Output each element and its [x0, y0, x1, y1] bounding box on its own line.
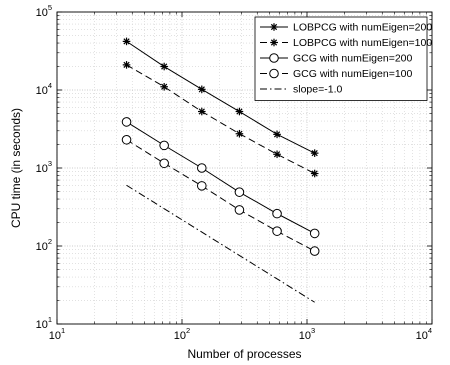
series-line [126, 121, 315, 234]
circle-marker [309, 246, 320, 256]
series-line [126, 40, 315, 154]
series-3 [121, 117, 320, 239]
series-line [126, 139, 315, 252]
asterisk-marker [160, 82, 168, 91]
asterisk-marker [270, 38, 278, 47]
circle-marker [196, 163, 207, 173]
circle-marker [269, 53, 279, 63]
asterisk-marker [273, 130, 281, 139]
legend-entry: LOBPCG with numEigen=200 [260, 22, 432, 34]
asterisk-marker [197, 107, 206, 116]
legend-entry: slope=-1.0 [260, 84, 342, 96]
axes [56, 11, 433, 325]
tick-labels: 101 102 103 104 101 102 103 104 105 [36, 3, 432, 342]
asterisk-marker [310, 149, 319, 157]
circle-marker [196, 181, 207, 191]
x-axis-label: Number of processes [187, 347, 301, 361]
legend: LOBPCG with numEigen=200 LOBPCG with numE… [254, 16, 432, 101]
y-tick-label: 104 [36, 81, 52, 97]
asterisk-marker [235, 107, 244, 116]
circle-marker [269, 68, 279, 79]
legend-label: slope=-1.0 [293, 84, 342, 96]
asterisk-marker [273, 150, 281, 159]
x-tick-label: 103 [299, 326, 315, 342]
series-2 [122, 61, 319, 178]
series-1 [122, 37, 319, 157]
legend-entry: LOBPCG with numEigen=100 [260, 37, 432, 49]
x-tick-label: 104 [416, 326, 432, 342]
legend-entry: GCG with numEigen=200 [260, 53, 413, 65]
legend-label: GCG with numEigen=100 [293, 68, 413, 80]
series-line [126, 64, 315, 174]
circle-marker [159, 158, 169, 169]
x-tick-label: 102 [174, 326, 190, 342]
series-4 [121, 134, 320, 256]
legend-label: LOBPCG with numEigen=100 [293, 37, 432, 49]
y-tick-label: 102 [36, 237, 52, 253]
circle-marker [234, 205, 245, 215]
series-5 [126, 184, 315, 303]
series-group [121, 37, 320, 303]
asterisk-marker [197, 85, 206, 94]
x-tick-label: 101 [49, 326, 65, 342]
asterisk-marker [310, 169, 319, 178]
circle-marker [272, 226, 282, 236]
asterisk-marker [160, 62, 168, 71]
asterisk-marker [235, 129, 244, 138]
y-tick-label: 103 [36, 159, 52, 175]
series-line [126, 184, 315, 303]
legend-box [254, 16, 428, 101]
legend-label: LOBPCG with numEigen=200 [293, 22, 432, 34]
legend-label: GCG with numEigen=200 [293, 53, 413, 65]
circle-marker [121, 117, 132, 127]
circle-marker [309, 228, 320, 239]
y-tick-label: 105 [36, 3, 52, 19]
y-tick-label: 101 [36, 315, 52, 331]
legend-entry: GCG with numEigen=100 [260, 68, 413, 80]
asterisk-marker [122, 37, 131, 46]
circle-marker [159, 140, 169, 151]
circle-marker [121, 134, 132, 145]
asterisk-marker [270, 23, 278, 31]
circle-marker [234, 187, 245, 197]
y-axis-label: CPU time (in seconds) [9, 108, 23, 228]
circle-marker [272, 208, 282, 219]
asterisk-marker [122, 61, 131, 69]
